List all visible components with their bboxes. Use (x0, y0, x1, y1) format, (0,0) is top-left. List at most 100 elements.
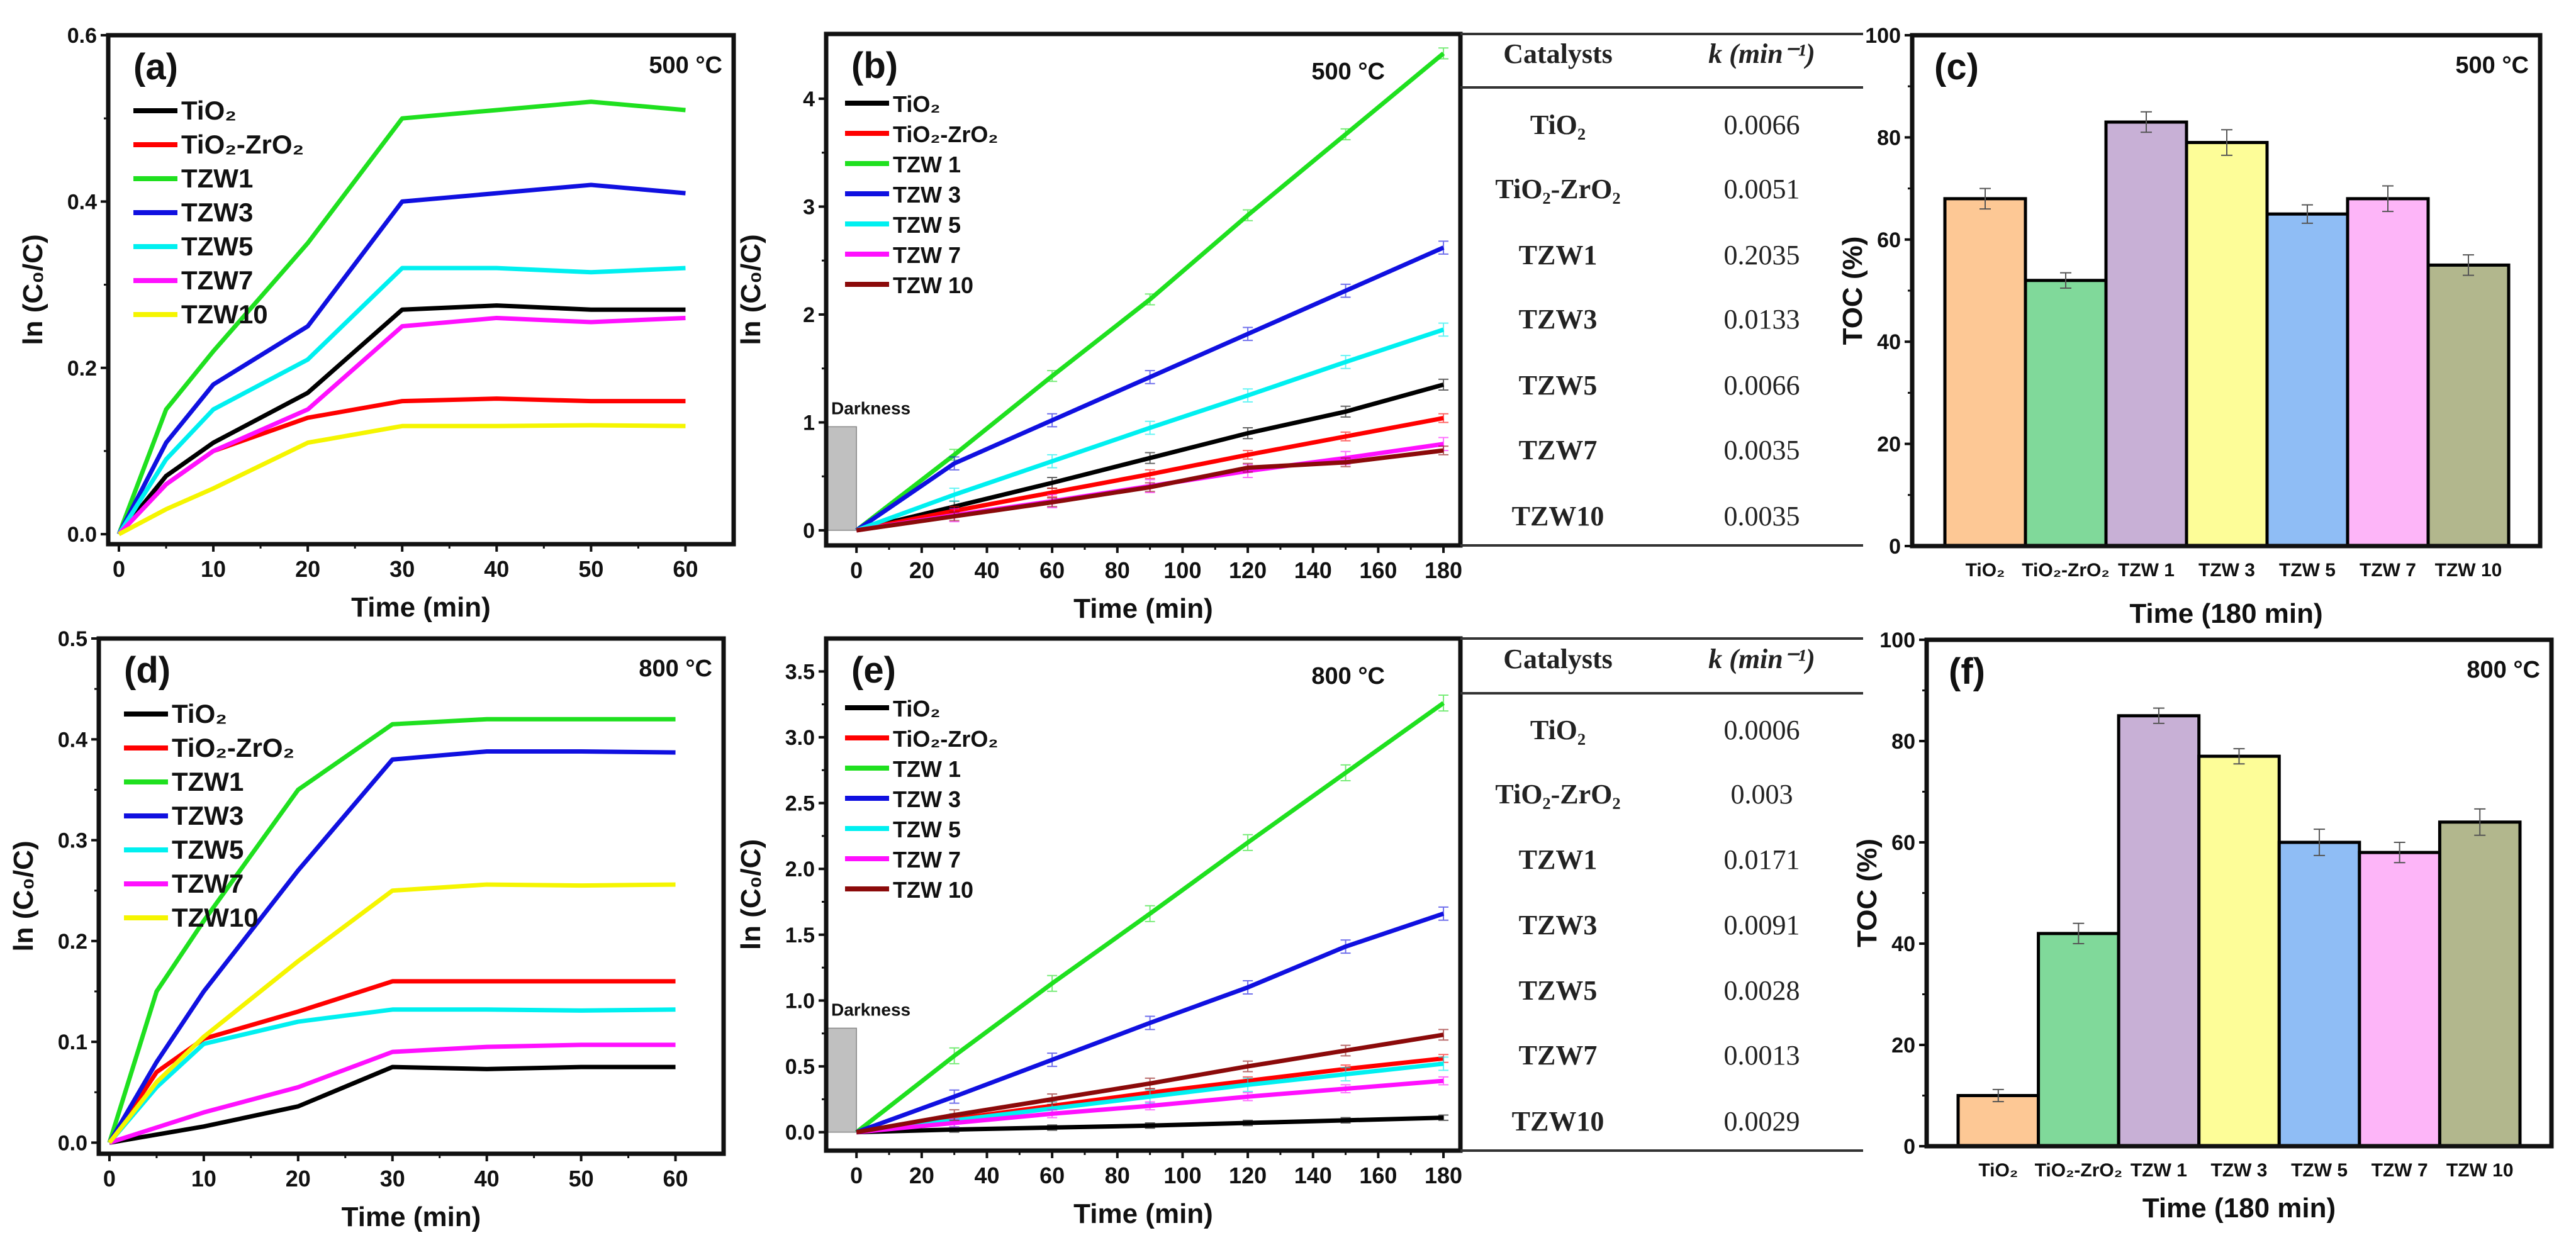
temperature-annotation: 800 °C (2467, 657, 2540, 683)
legend-label: TZW5 (181, 232, 253, 261)
series-line-TZW7 (108, 1042, 676, 1145)
y-tick-label: 1.0 (785, 989, 815, 1013)
legend-label: TZW10 (181, 299, 268, 329)
bar-0 (1956, 1094, 2041, 1148)
y-tick-label: 100 (1865, 24, 1901, 48)
error-bar (2233, 748, 2245, 765)
series-line-TiO₂ (109, 1064, 676, 1145)
legend-label: TZW3 (181, 198, 253, 227)
table-row: TZW5 0.0066 (1519, 370, 1800, 401)
catalyst-cell: TiO₂ (1530, 715, 1586, 745)
error-bar (2474, 808, 2486, 836)
legend-label: TZW7 (181, 265, 253, 295)
error-bar (2463, 254, 2474, 276)
plot-frame (1910, 33, 2543, 549)
y-axis-label: ln (C₀/C) (18, 234, 48, 345)
catalyst-cell: TiO₂-ZrO₂ (1495, 779, 1620, 810)
category-label: TiO₂-ZrO₂ (2022, 560, 2109, 581)
x-tick-label: 10 (191, 1166, 216, 1191)
x-tick-label: 20 (295, 556, 320, 582)
error-bar (1438, 1056, 1449, 1071)
legend-label: TZW 3 (893, 786, 961, 812)
legend-label: TZW1 (181, 164, 253, 193)
y-tick-label: 4 (803, 87, 815, 111)
error-bar (1243, 980, 1253, 995)
y-axis-label: TOC (%) (1852, 839, 1883, 947)
k-value-cell: 0.0066 (1724, 370, 1800, 401)
table-header: k (min⁻¹) (1708, 38, 1815, 69)
bar-6 (2438, 820, 2522, 1148)
x-tick-label: 100 (1163, 1163, 1201, 1188)
k-value-cell: 0.0066 (1724, 109, 1800, 140)
error-bar (1145, 370, 1155, 384)
x-axis-label: Time (180 min) (2129, 598, 2322, 629)
error-bar (1047, 1109, 1058, 1119)
legend-label: TZW 10 (893, 877, 973, 903)
category-label: TZW 3 (2198, 560, 2255, 581)
plot-frame (1924, 637, 2554, 1149)
legend-label: TiO₂ (893, 696, 940, 722)
category-label: TZW 5 (2291, 1160, 2348, 1181)
y-tick-label: 3.5 (785, 660, 815, 684)
panel-e: 0.0 0.5 1.0 1.5 2.0 2.5 3.0 3.5 0 20 40 60 80 100 120 1… (736, 636, 1463, 1229)
error-bar (1243, 462, 1253, 473)
legend-label: TZW3 (172, 801, 244, 830)
error-bar (1243, 450, 1253, 460)
temperature-annotation: 800 °C (639, 656, 712, 682)
legend-label: TZW 10 (893, 272, 973, 298)
y-tick-label: 40 (1877, 330, 1901, 354)
table-row: TZW10 0.0029 (1512, 1106, 1800, 1137)
y-tick-label: 0.3 (58, 829, 87, 853)
series-line-TZW10 (108, 882, 676, 1144)
catalyst-cell: TZW7 (1519, 1040, 1598, 1071)
y-tick-label: 3 (803, 195, 815, 219)
error-bar (2314, 829, 2326, 856)
x-axis-label: Time (180 min) (2142, 1193, 2336, 1224)
error-bar (1340, 939, 1351, 954)
error-bar (1340, 1044, 1351, 1057)
catalyst-cell: TZW5 (1519, 975, 1598, 1006)
error-bar (1145, 469, 1155, 479)
x-tick-label: 30 (380, 1166, 405, 1191)
error-bar (1047, 974, 1058, 992)
x-tick-label: 100 (1163, 557, 1201, 583)
table-row: TiO₂-ZrO₂ 0.003 (1495, 779, 1793, 810)
legend-label: TZW5 (172, 835, 244, 864)
series-line-TZW1 (116, 99, 686, 535)
x-tick-label: 60 (1039, 1163, 1065, 1188)
error-bar (1145, 1122, 1155, 1129)
panel-label: (e) (851, 650, 896, 691)
legend-label: TZW 7 (893, 242, 961, 268)
k-value-cell: 0.2035 (1724, 240, 1800, 271)
catalyst-cell: TZW10 (1512, 1106, 1604, 1137)
x-tick-label: 80 (1105, 1163, 1130, 1188)
temperature-annotation: 500 °C (649, 52, 722, 79)
series-line-TZW5 (108, 1007, 676, 1144)
error-bar (1047, 413, 1058, 428)
darkness-label: Darkness (831, 398, 910, 418)
darkness-label: Darkness (831, 1000, 910, 1019)
legend-label: TiO₂ (172, 699, 227, 728)
error-bar (949, 1089, 960, 1104)
k-value-cell: 0.0091 (1724, 910, 1800, 940)
series-line-TZW5 (116, 265, 686, 536)
x-tick-label: 160 (1359, 1163, 1397, 1188)
error-bar (1145, 452, 1155, 464)
y-tick-label: 0 (1903, 1135, 1915, 1159)
y-tick-label: 20 (1877, 433, 1901, 457)
error-bar (1438, 47, 1449, 60)
legend-label: TZW 5 (893, 817, 961, 842)
catalyst-cell: TZW3 (1519, 304, 1598, 335)
k-value-cell: 0.0006 (1724, 715, 1800, 745)
x-axis-label: Time (min) (342, 1202, 481, 1232)
catalyst-cell: TZW1 (1519, 844, 1598, 875)
table-row: TZW7 0.0035 (1519, 435, 1800, 466)
bar-5 (2358, 851, 2441, 1148)
error-bar (949, 488, 960, 502)
error-bar (1340, 128, 1351, 141)
category-label: TZW 10 (2435, 560, 2502, 581)
x-tick-label: 40 (974, 557, 999, 583)
table-row: TiO₂ 0.0006 (1530, 715, 1800, 745)
category-label: TZW 5 (2279, 560, 2336, 581)
